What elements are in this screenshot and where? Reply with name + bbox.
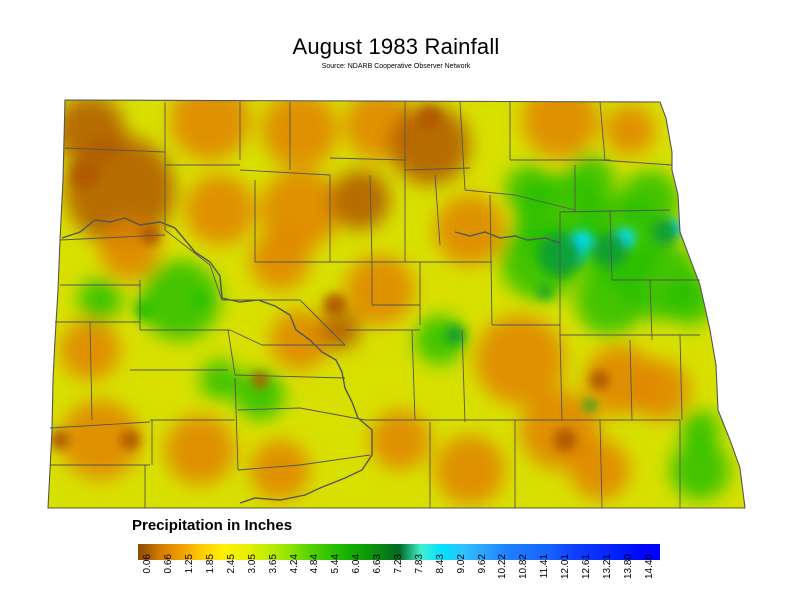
precip-blob <box>435 195 505 265</box>
precip-blob <box>475 315 565 405</box>
legend-tick-label: 10.22 <box>497 554 509 580</box>
precip-blob <box>630 360 690 420</box>
precip-blob <box>592 232 628 268</box>
map-title: August 1983 Rainfall <box>292 34 500 59</box>
precip-blob <box>584 399 596 411</box>
precip-blob <box>553 428 577 452</box>
precip-blob <box>538 285 552 299</box>
precip-blob <box>680 410 720 450</box>
precip-blob <box>575 265 645 335</box>
precip-blob <box>78 278 122 322</box>
legend-tick-label: 7.23 <box>393 554 404 574</box>
legend-tick-label: 6.04 <box>351 554 363 574</box>
precip-blob <box>565 155 615 205</box>
precip-blob <box>330 170 390 230</box>
county-lines <box>49 101 700 509</box>
precipitation-surface <box>48 100 745 508</box>
precip-blob <box>252 372 268 388</box>
precip-blob <box>605 105 655 155</box>
precip-blob <box>140 225 160 245</box>
precip-blob <box>170 100 250 160</box>
precip-blob <box>370 410 430 470</box>
precip-blob <box>135 300 155 320</box>
precip-blob <box>445 325 465 345</box>
precip-blob <box>55 100 125 165</box>
legend-tick-label: 9.62 <box>476 554 488 574</box>
legend-tick-label: 14.40 <box>643 554 655 580</box>
legend-colorbar <box>138 544 660 560</box>
legend-tick-label: 5.44 <box>330 554 342 574</box>
precip-blob <box>120 430 140 450</box>
precip-blob <box>262 100 338 168</box>
legend-tick-label: 11.41 <box>539 554 551 579</box>
precip-blob <box>570 440 630 500</box>
legend-tick-label: 3.65 <box>267 554 279 574</box>
precip-blob <box>165 415 235 485</box>
precip-blob <box>250 230 310 290</box>
precip-blob <box>345 255 415 325</box>
precip-blob <box>670 440 730 500</box>
precip-blob <box>60 400 140 480</box>
precip-blob <box>185 175 255 245</box>
tight-blobs <box>50 106 684 452</box>
legend-tick-label: 1.25 <box>184 554 196 574</box>
legend-tick-label: 4.24 <box>288 554 300 574</box>
precip-blob <box>323 293 347 317</box>
legend-tick-label: 13.80 <box>622 554 634 580</box>
precip-blob <box>435 435 505 505</box>
precip-blob <box>418 106 442 130</box>
precip-blob <box>270 310 330 370</box>
precip-blob <box>390 105 470 185</box>
legend-title: Precipitation in Inches <box>132 517 293 534</box>
legend-tick-label: 9.02 <box>455 554 467 574</box>
legend-tick-label: 1.85 <box>205 554 217 574</box>
precip-blob <box>620 170 680 230</box>
missouri-river <box>61 217 373 504</box>
legend-tick-label: 10.82 <box>518 554 530 580</box>
legend-tick-label: 4.84 <box>309 554 321 574</box>
precip-blob <box>235 370 285 420</box>
legend-tick-label: 12.01 <box>560 554 572 580</box>
legend-tick-label: 0.06 <box>142 554 154 574</box>
precip-blob <box>320 310 360 350</box>
legend-tick-label: 7.83 <box>413 554 425 574</box>
legend-tick-labels: 0.06 0.66 1.25 1.85 2.45 3.05 3.65 4.24 4.84 5.44… <box>138 554 660 604</box>
legend-tick-label: 13.21 <box>601 554 613 580</box>
legend-tick-label: 0.66 <box>163 554 175 574</box>
legend-tick-label: 6.63 <box>372 554 384 574</box>
state-outline <box>47 99 746 509</box>
sheyenne-river <box>454 231 561 244</box>
legend-tick-label: 12.61 <box>580 554 592 580</box>
precip-blob <box>192 292 208 308</box>
county-boundaries <box>49 101 700 509</box>
precip-blob <box>522 100 598 158</box>
precip-blob <box>71 161 99 189</box>
river-lines <box>61 217 561 504</box>
precip-blob <box>505 165 555 215</box>
wide-blobs <box>55 100 730 505</box>
map-subtitle: Source: NDARB Cooperative Observer Netwo… <box>321 63 471 70</box>
precip-blob <box>250 440 310 500</box>
colorbar-gradient <box>138 544 660 560</box>
legend-tick-label: 2.45 <box>225 554 237 574</box>
precip-blob <box>60 320 120 380</box>
legend-tick-label: 8.43 <box>434 554 446 574</box>
precip-blob <box>140 260 220 340</box>
precip-blob <box>590 370 610 390</box>
precip-blob <box>50 430 70 450</box>
precip-blob <box>651 218 679 246</box>
legend-tick-label: 3.05 <box>246 554 258 574</box>
